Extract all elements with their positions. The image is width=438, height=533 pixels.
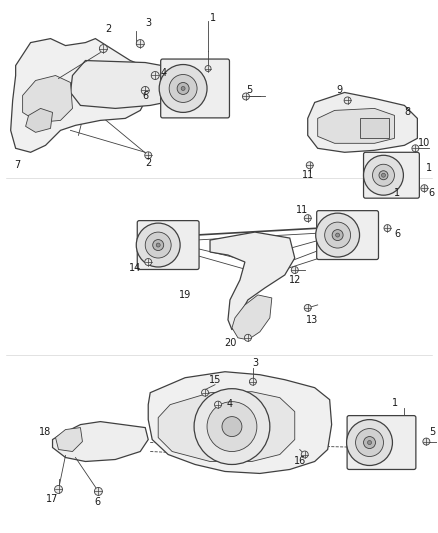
Text: 6: 6 bbox=[428, 188, 434, 198]
Bar bbox=[360, 118, 389, 139]
Circle shape bbox=[95, 487, 102, 495]
Circle shape bbox=[356, 429, 384, 456]
Text: 20: 20 bbox=[224, 338, 236, 348]
Text: 11: 11 bbox=[296, 205, 308, 215]
Circle shape bbox=[367, 441, 371, 445]
Circle shape bbox=[244, 334, 251, 341]
FancyBboxPatch shape bbox=[364, 152, 419, 198]
Circle shape bbox=[384, 224, 391, 232]
Circle shape bbox=[291, 266, 298, 273]
Polygon shape bbox=[53, 422, 148, 462]
Circle shape bbox=[99, 45, 107, 53]
Text: 2: 2 bbox=[105, 23, 112, 34]
Text: 12: 12 bbox=[289, 275, 301, 285]
Circle shape bbox=[364, 437, 375, 449]
Text: 2: 2 bbox=[145, 158, 152, 168]
Circle shape bbox=[145, 152, 152, 159]
Circle shape bbox=[177, 83, 189, 94]
Polygon shape bbox=[56, 427, 82, 451]
Text: 5: 5 bbox=[429, 426, 435, 437]
Circle shape bbox=[242, 93, 249, 100]
Circle shape bbox=[181, 86, 185, 91]
Text: 1: 1 bbox=[210, 13, 216, 22]
Circle shape bbox=[332, 230, 343, 240]
Text: 3: 3 bbox=[252, 358, 258, 368]
Circle shape bbox=[306, 162, 313, 169]
Text: 16: 16 bbox=[293, 456, 306, 466]
FancyBboxPatch shape bbox=[347, 416, 416, 470]
Circle shape bbox=[344, 97, 351, 104]
Circle shape bbox=[421, 185, 428, 192]
Text: 19: 19 bbox=[179, 290, 191, 300]
Circle shape bbox=[316, 213, 360, 257]
Circle shape bbox=[301, 451, 308, 458]
Text: 4: 4 bbox=[160, 68, 166, 77]
Polygon shape bbox=[232, 295, 272, 340]
Text: 9: 9 bbox=[336, 85, 343, 95]
Circle shape bbox=[304, 304, 311, 311]
Circle shape bbox=[423, 438, 430, 445]
Polygon shape bbox=[308, 92, 417, 152]
Circle shape bbox=[194, 389, 270, 464]
Text: 4: 4 bbox=[227, 399, 233, 409]
Text: 15: 15 bbox=[209, 375, 221, 385]
Polygon shape bbox=[71, 61, 180, 108]
Circle shape bbox=[159, 64, 207, 112]
Circle shape bbox=[381, 173, 385, 177]
Text: 17: 17 bbox=[46, 495, 59, 504]
FancyBboxPatch shape bbox=[137, 221, 199, 270]
Polygon shape bbox=[23, 76, 72, 123]
Polygon shape bbox=[210, 232, 295, 330]
Text: 3: 3 bbox=[145, 18, 151, 28]
Circle shape bbox=[156, 243, 160, 247]
Circle shape bbox=[145, 259, 152, 265]
Text: 1: 1 bbox=[394, 188, 400, 198]
Polygon shape bbox=[25, 108, 53, 132]
Text: 14: 14 bbox=[129, 263, 141, 273]
Circle shape bbox=[151, 71, 159, 79]
Text: 5: 5 bbox=[246, 85, 252, 95]
Circle shape bbox=[325, 222, 350, 248]
Polygon shape bbox=[148, 372, 332, 473]
Text: 6: 6 bbox=[94, 497, 100, 507]
Polygon shape bbox=[158, 392, 295, 462]
Text: 1: 1 bbox=[392, 398, 399, 408]
Circle shape bbox=[201, 389, 208, 396]
Circle shape bbox=[207, 402, 257, 451]
Text: 1: 1 bbox=[426, 163, 432, 173]
Circle shape bbox=[169, 75, 197, 102]
Circle shape bbox=[136, 39, 144, 47]
Circle shape bbox=[336, 233, 339, 237]
Text: 10: 10 bbox=[418, 139, 431, 148]
Text: 7: 7 bbox=[14, 160, 21, 170]
Circle shape bbox=[222, 417, 242, 437]
Text: 18: 18 bbox=[39, 426, 52, 437]
FancyBboxPatch shape bbox=[161, 59, 230, 118]
Circle shape bbox=[249, 378, 256, 385]
Text: 8: 8 bbox=[404, 108, 410, 117]
Circle shape bbox=[364, 155, 403, 195]
Circle shape bbox=[372, 164, 395, 186]
Circle shape bbox=[141, 86, 149, 94]
Circle shape bbox=[346, 419, 392, 465]
Text: 6: 6 bbox=[394, 229, 400, 239]
Text: 6: 6 bbox=[142, 92, 148, 101]
Polygon shape bbox=[11, 38, 150, 152]
FancyBboxPatch shape bbox=[317, 211, 378, 260]
Circle shape bbox=[412, 145, 419, 152]
Polygon shape bbox=[318, 108, 395, 143]
Circle shape bbox=[54, 486, 63, 494]
Text: 13: 13 bbox=[306, 315, 318, 325]
Circle shape bbox=[145, 232, 171, 258]
Circle shape bbox=[379, 171, 388, 180]
Text: 11: 11 bbox=[302, 170, 314, 180]
Circle shape bbox=[153, 239, 164, 251]
Circle shape bbox=[215, 401, 222, 408]
Circle shape bbox=[304, 215, 311, 222]
Circle shape bbox=[136, 223, 180, 267]
Circle shape bbox=[205, 66, 211, 71]
